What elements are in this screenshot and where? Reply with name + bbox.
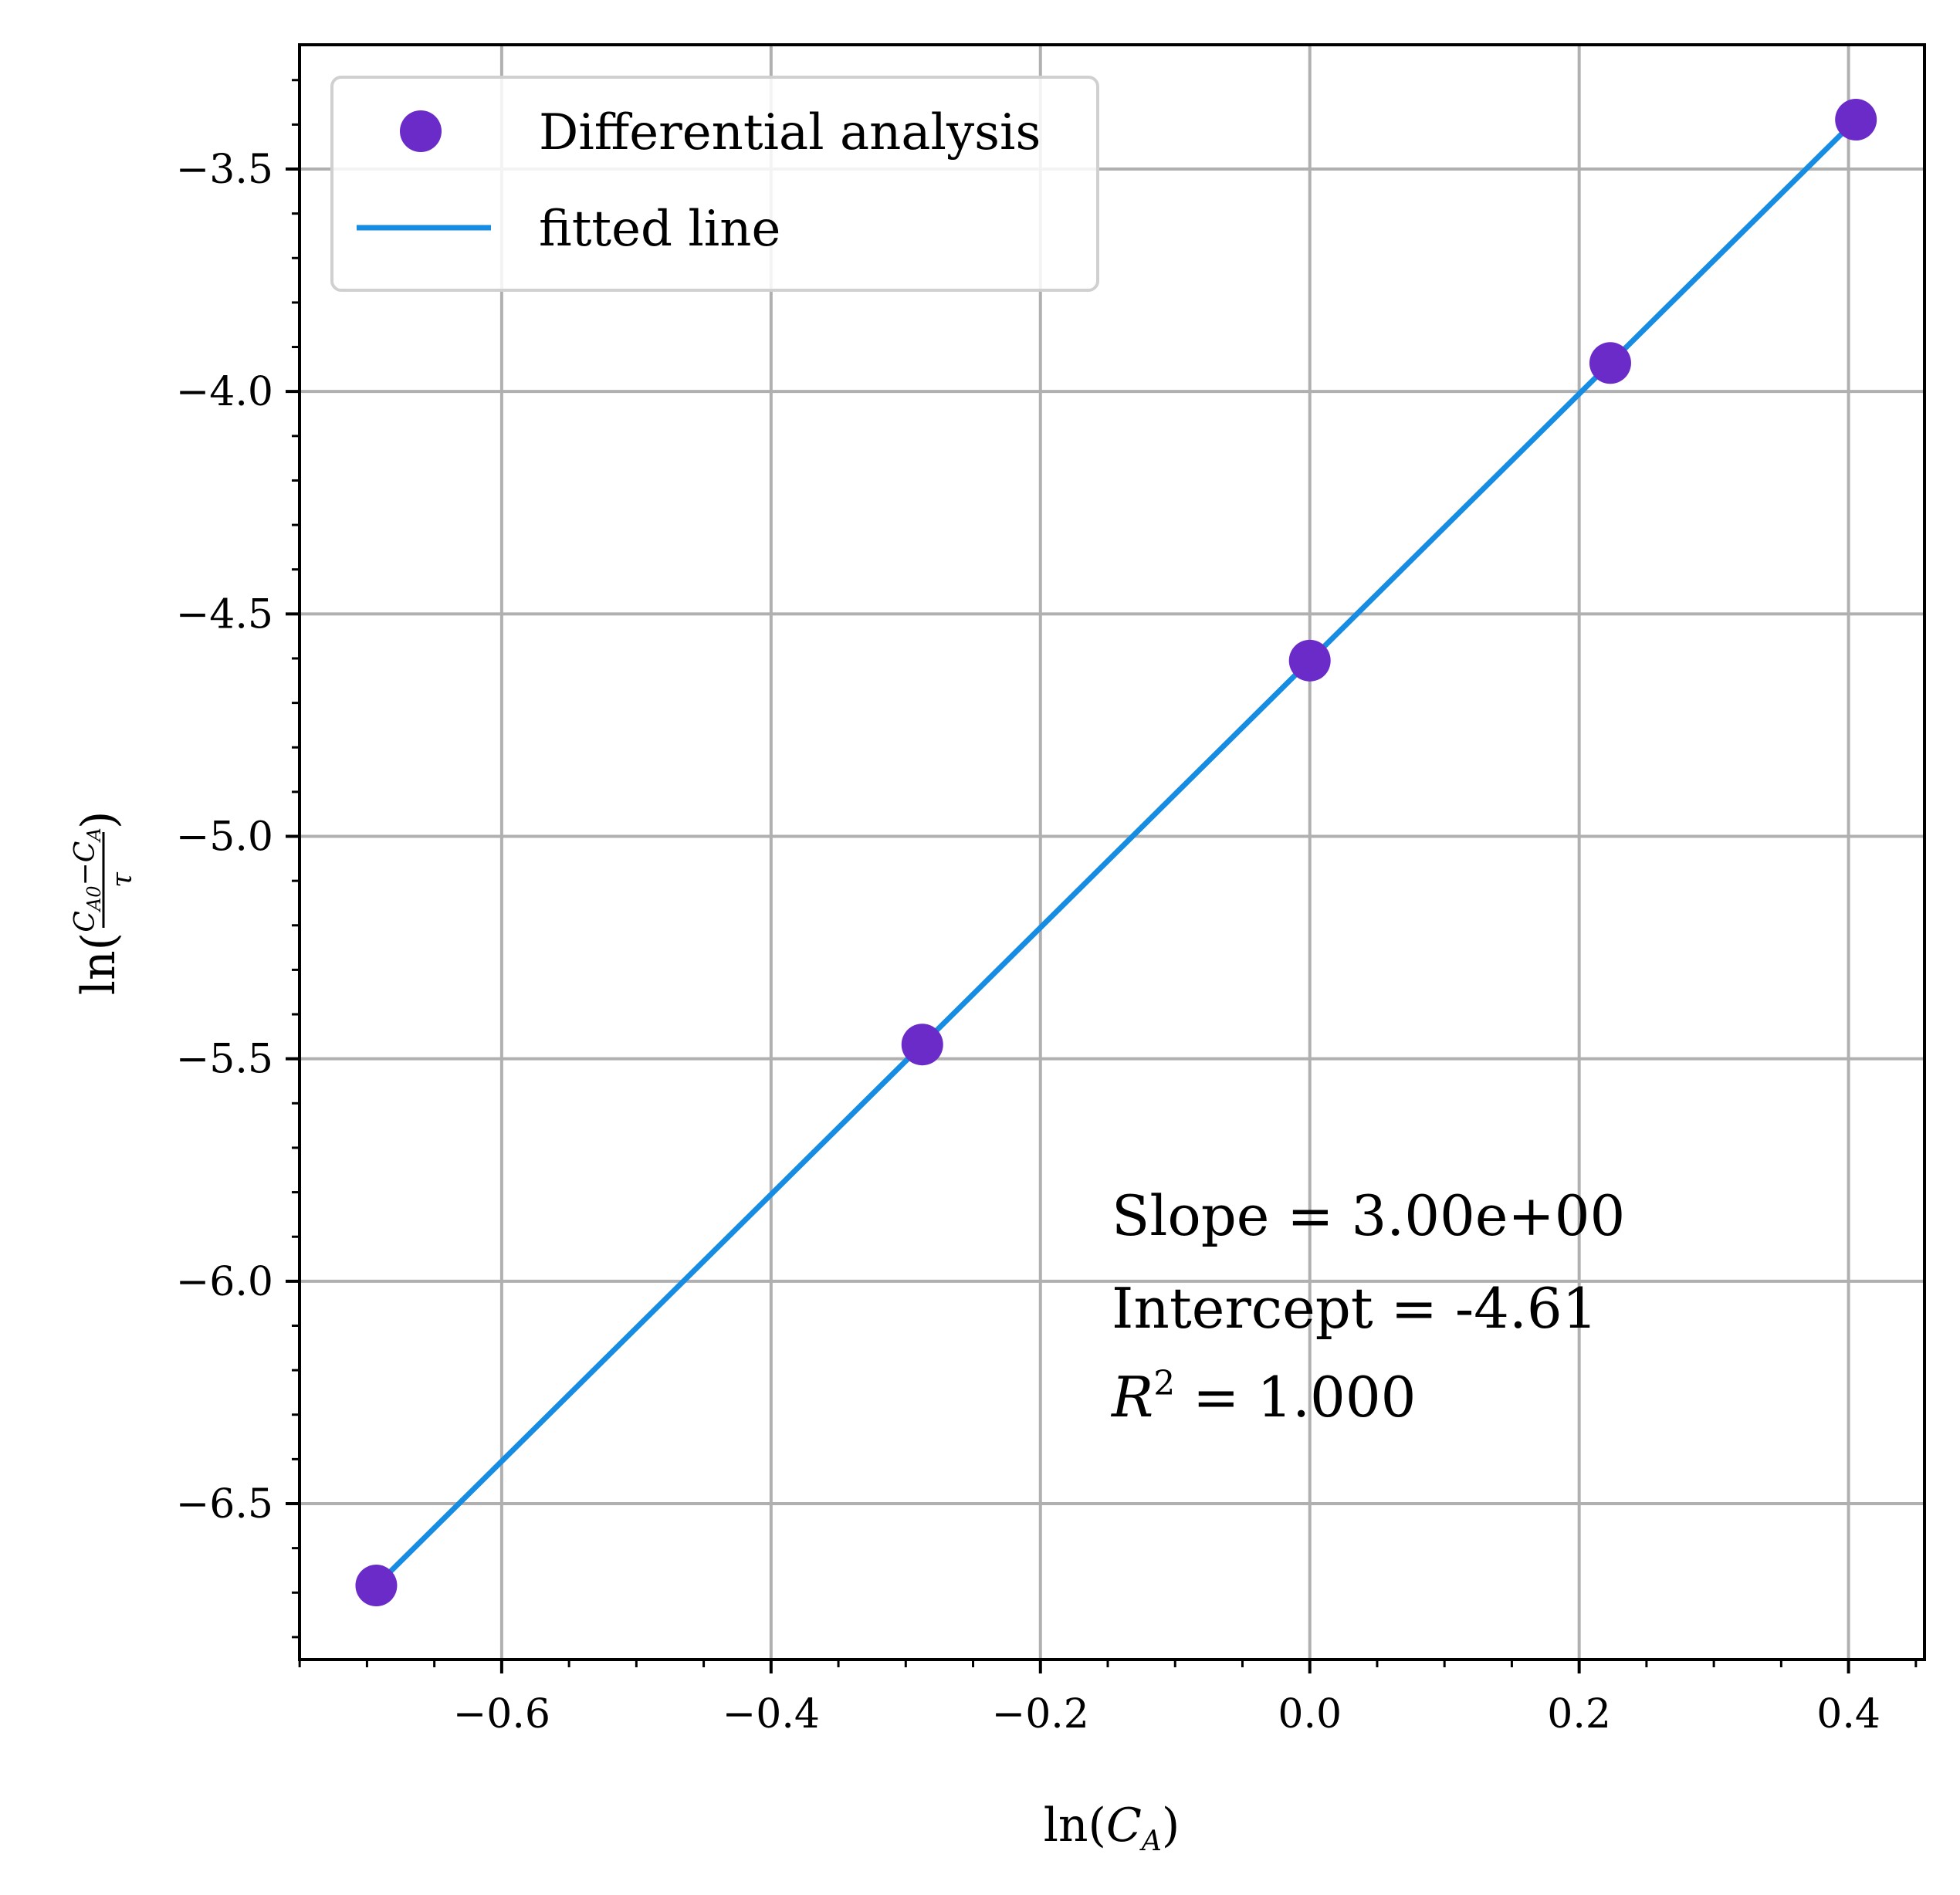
svg-text:CA0−CA: CA0−CA	[69, 827, 105, 932]
y-tick-label: −3.5	[176, 147, 273, 193]
legend-marker-differential	[400, 110, 442, 152]
legend-label-differential: Differential analysis	[539, 104, 1041, 161]
data-point	[1835, 99, 1877, 141]
data-point	[1589, 342, 1631, 384]
y-tick-label: −4.5	[176, 591, 273, 638]
y-axis-label: ln( CA0−CA τ )	[69, 811, 138, 996]
data-point	[1288, 639, 1331, 682]
x-tick-label: 0.2	[1547, 1691, 1611, 1738]
legend: Differential analysis fitted line	[330, 76, 1099, 292]
data-point	[355, 1565, 398, 1607]
x-tick-label: −0.6	[453, 1691, 550, 1738]
svg-text:τ: τ	[107, 871, 138, 888]
axis-ticks: −0.6 −0.4 −0.2 0.0 0.2 0.4 −3.5 −4.0 −4.5 −5.0 −5.…	[176, 79, 1918, 1738]
legend-box	[330, 76, 1099, 292]
x-tick-label: −0.2	[992, 1691, 1089, 1738]
x-axis-label: ln(CA)	[1044, 1799, 1180, 1857]
grid-lines	[300, 45, 1924, 1660]
intercept-text: Intercept = -4.61	[1112, 1276, 1597, 1341]
slope-text: Slope = 3.00e+00	[1112, 1183, 1625, 1248]
r-squared-text: R2 = 1.000	[1110, 1364, 1416, 1430]
svg-text:): )	[72, 811, 126, 829]
legend-label-fitted-line: fitted line	[539, 201, 780, 258]
x-tick-label: −0.4	[723, 1691, 820, 1738]
y-tick-label: −4.0	[176, 369, 273, 415]
fit-statistics: Slope = 3.00e+00 Intercept = -4.61 R2 = …	[1110, 1183, 1625, 1430]
plot-frame	[298, 43, 1926, 1661]
y-tick-label: −5.0	[176, 814, 273, 861]
svg-text:ln(: ln(	[72, 932, 126, 995]
x-tick-label: 0.4	[1816, 1691, 1880, 1738]
y-tick-label: −6.5	[176, 1481, 273, 1528]
data-point	[901, 1024, 943, 1066]
data-points-layer	[355, 99, 1877, 1607]
y-tick-label: −5.5	[176, 1037, 273, 1083]
x-tick-label: 0.0	[1278, 1691, 1342, 1738]
y-tick-label: −6.0	[176, 1259, 273, 1305]
